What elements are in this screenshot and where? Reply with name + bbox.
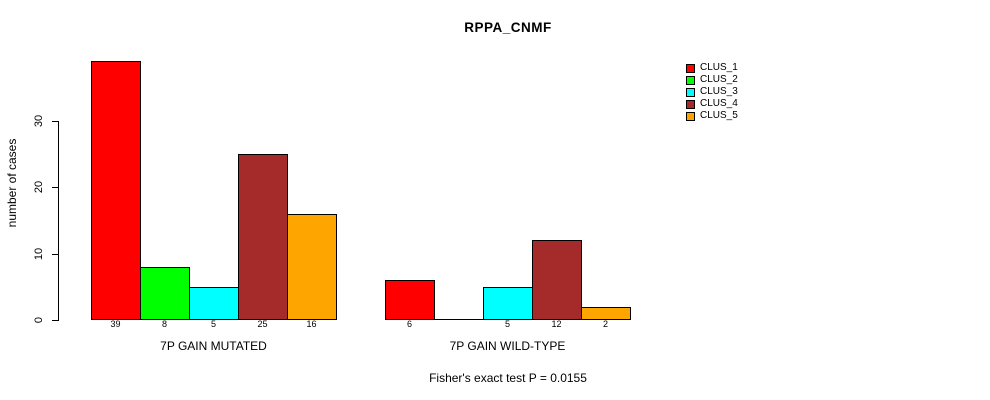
bar-count-label: 5 (504, 319, 511, 329)
legend-swatch-icon (686, 111, 695, 121)
bar-clus_3 (189, 287, 239, 320)
legend-item: CLUS_1 (686, 62, 738, 74)
bar-count-label: 6 (406, 319, 413, 329)
legend-swatch-icon (686, 99, 695, 109)
y-axis-line (58, 120, 59, 320)
chart-title: RPPA_CNMF (464, 20, 552, 35)
legend-label: CLUS_2 (700, 74, 738, 85)
y-tick-label: 10 (33, 247, 45, 260)
bar-clus_1 (385, 280, 435, 320)
legend-swatch-icon (686, 87, 695, 97)
y-tick-label: 30 (33, 114, 45, 127)
bar-clus_1 (91, 61, 141, 320)
legend: CLUS_1 CLUS_2 CLUS_3 CLUS_4 CLUS_5 (686, 62, 738, 122)
y-axis-label: number of cases (5, 138, 19, 228)
legend-item: CLUS_4 (686, 98, 738, 110)
bar-clus_2 (140, 267, 190, 320)
group-label: 7P GAIN WILD-TYPE (449, 339, 566, 353)
bar-count-label: 25 (257, 319, 268, 329)
bar-count-label: 2 (602, 319, 609, 329)
legend-item: CLUS_5 (686, 110, 738, 122)
y-tick-label: 0 (33, 316, 45, 324)
bar-clus_5 (581, 307, 631, 320)
bar-count-label: 12 (551, 319, 562, 329)
bar-count-label: 8 (161, 319, 168, 329)
legend-label: CLUS_3 (700, 86, 738, 97)
legend-item: CLUS_3 (686, 86, 738, 98)
y-tick-mark (52, 253, 59, 255)
y-tick-mark (52, 320, 59, 321)
bar-count-label: 5 (210, 319, 217, 329)
bar-clus_5 (287, 214, 337, 320)
legend-label: CLUS_5 (700, 110, 738, 121)
legend-swatch-icon (686, 75, 695, 85)
bar-zero-clus_2 (434, 319, 484, 320)
legend-label: CLUS_1 (700, 62, 738, 73)
bar-count-label: 16 (306, 319, 317, 329)
y-tick-mark (52, 120, 59, 122)
legend-swatch-icon (686, 63, 695, 73)
group-label: 7P GAIN MUTATED (160, 339, 267, 353)
fisher-test-annotation: Fisher's exact test P = 0.0155 (429, 371, 587, 385)
bar-clus_3 (483, 287, 533, 320)
legend-item: CLUS_2 (686, 74, 738, 86)
y-tick-mark (52, 187, 59, 188)
legend-label: CLUS_4 (700, 98, 738, 109)
bar-count-label: 39 (110, 319, 121, 329)
y-tick-label: 20 (33, 180, 45, 194)
bar-clus_4 (532, 240, 582, 320)
bar-clus_4 (238, 154, 288, 320)
